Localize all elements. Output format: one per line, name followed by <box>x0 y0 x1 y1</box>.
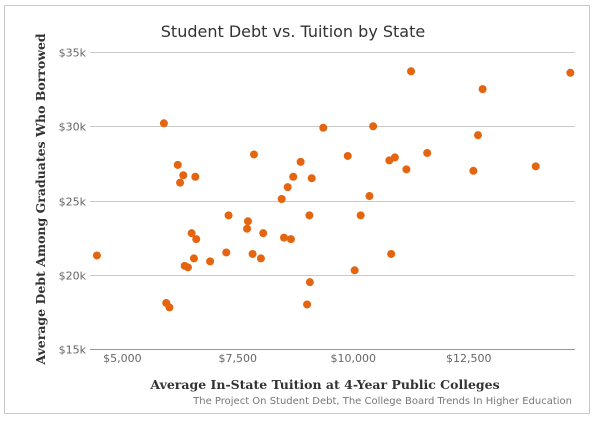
data-point[interactable] <box>224 211 233 220</box>
tick-layer: $15k $20k $25k $30k $35k $5,000 $7,500 $10,000 $… <box>59 47 492 366</box>
data-point[interactable] <box>286 235 295 244</box>
data-point[interactable] <box>478 85 487 94</box>
data-point[interactable] <box>277 195 286 204</box>
data-point[interactable] <box>387 249 396 258</box>
data-point[interactable] <box>307 174 316 183</box>
data-point[interactable] <box>289 172 298 181</box>
data-point[interactable] <box>407 67 416 76</box>
data-point[interactable] <box>296 157 305 166</box>
data-point[interactable] <box>283 183 292 192</box>
data-point[interactable] <box>248 249 257 258</box>
data-point[interactable] <box>474 131 482 140</box>
x-axis-label: Average In-State Tuition at 4-Year Publi… <box>149 377 499 392</box>
data-point[interactable] <box>92 251 101 260</box>
data-point[interactable] <box>390 153 399 162</box>
data-point[interactable] <box>189 254 198 263</box>
data-point[interactable] <box>259 229 268 238</box>
data-point[interactable] <box>256 254 265 263</box>
data-point[interactable] <box>423 148 432 157</box>
y-tick-label: $25k <box>59 196 87 209</box>
point-layer <box>92 67 575 312</box>
data-point[interactable] <box>192 235 201 244</box>
data-point[interactable] <box>243 217 252 226</box>
data-point[interactable] <box>356 211 365 220</box>
data-point[interactable] <box>243 224 252 233</box>
data-point[interactable] <box>191 172 200 181</box>
data-point[interactable] <box>305 278 314 287</box>
data-point[interactable] <box>187 229 196 238</box>
chart-frame <box>4 5 590 414</box>
data-point[interactable] <box>531 162 540 171</box>
x-tick-label: $12,500 <box>446 352 492 365</box>
data-point[interactable] <box>566 68 575 77</box>
x-tick-label: $10,000 <box>331 352 377 365</box>
data-point[interactable] <box>469 166 478 175</box>
y-tick-label: $20k <box>59 270 87 283</box>
data-point[interactable] <box>165 303 174 312</box>
data-point[interactable] <box>249 150 258 159</box>
data-point[interactable] <box>343 151 352 160</box>
data-point[interactable] <box>159 119 168 128</box>
grid-layer <box>90 52 575 350</box>
data-point[interactable] <box>365 192 374 201</box>
data-point[interactable] <box>179 171 188 180</box>
data-point[interactable] <box>369 122 378 131</box>
data-point[interactable] <box>350 266 359 275</box>
data-point[interactable] <box>303 300 312 309</box>
source-note: The Project On Student Debt, The College… <box>192 396 572 407</box>
data-point[interactable] <box>222 248 231 257</box>
data-point[interactable] <box>319 123 328 132</box>
chart-title: Student Debt vs. Tuition by State <box>161 22 425 41</box>
x-tick-label: $5,000 <box>103 352 142 365</box>
data-point[interactable] <box>173 160 182 169</box>
data-point[interactable] <box>206 257 215 266</box>
data-point[interactable] <box>183 263 192 272</box>
y-tick-label: $30k <box>59 121 87 134</box>
data-point[interactable] <box>280 233 288 242</box>
y-tick-label: $15k <box>59 344 87 357</box>
data-point[interactable] <box>305 211 314 220</box>
y-axis-label: Average Debt Among Graduates Who Borrowe… <box>33 33 48 366</box>
data-point[interactable] <box>402 165 411 174</box>
data-point[interactable] <box>176 178 185 187</box>
x-tick-label: $7,500 <box>219 352 258 365</box>
y-tick-label: $35k <box>59 47 87 60</box>
